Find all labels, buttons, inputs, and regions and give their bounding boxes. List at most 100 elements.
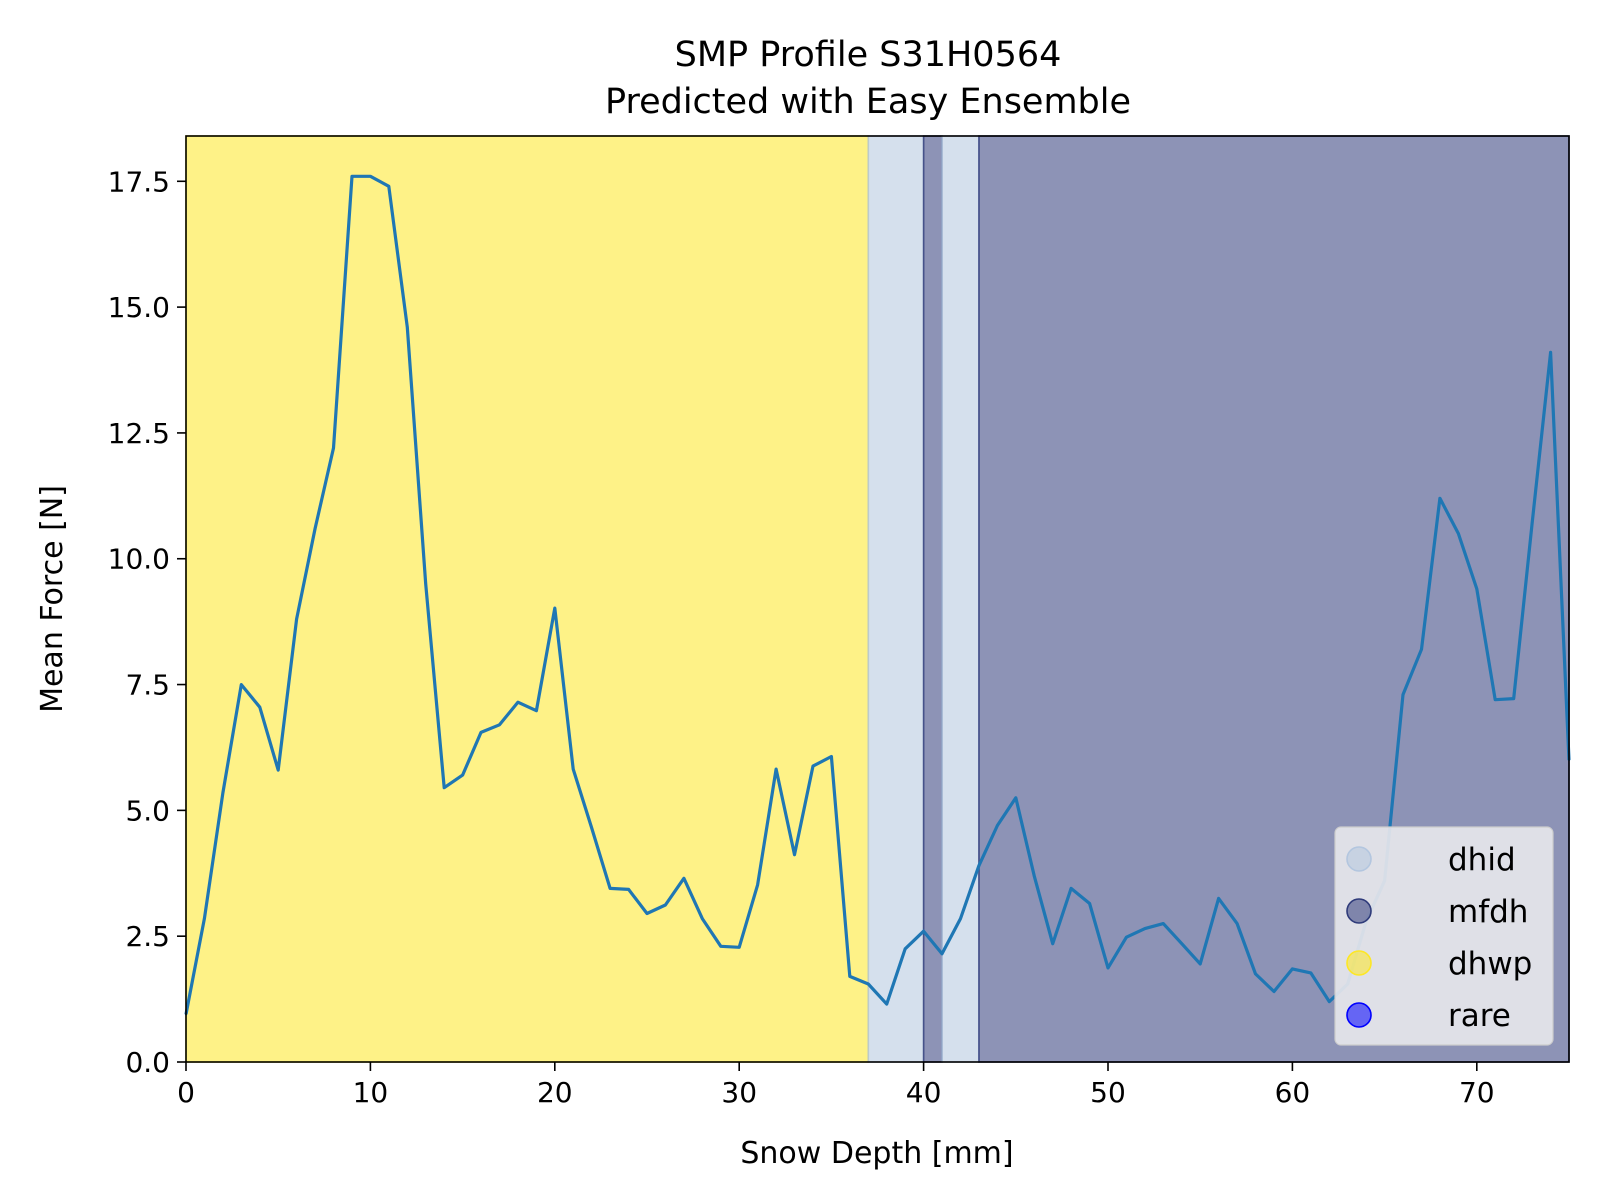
- chart-title-line2: Predicted with Easy Ensemble: [605, 82, 1131, 122]
- x-tick-label: 20: [537, 1076, 573, 1109]
- data-point: [848, 975, 852, 978]
- data-point: [1106, 966, 1110, 970]
- data-point: [1494, 698, 1497, 701]
- x-tick-label: 0: [177, 1076, 195, 1109]
- data-point: [1217, 897, 1220, 900]
- data-point: [1420, 648, 1423, 651]
- data-point: [1549, 351, 1552, 354]
- data-point: [590, 826, 593, 830]
- plot-frame: [185, 135, 1570, 1063]
- data-point: [830, 755, 833, 758]
- data-point: [498, 723, 501, 727]
- legend-label-dhwp: dhwp: [1448, 946, 1532, 982]
- data-point: [479, 731, 483, 734]
- data-point: [996, 824, 999, 827]
- data-point: [1014, 796, 1017, 799]
- data-point: [1328, 1000, 1331, 1003]
- data-point: [535, 709, 538, 712]
- data-point: [1180, 942, 1183, 945]
- band-dhid: [941, 135, 980, 1063]
- legend-label-rare: rare: [1448, 998, 1511, 1034]
- y-tick-label: 7.5: [125, 669, 170, 702]
- data-point: [1401, 693, 1405, 696]
- x-tick-label: 40: [906, 1076, 942, 1109]
- legend-label-mfdh: mfdh: [1448, 894, 1528, 930]
- y-tick-label: 12.5: [108, 417, 170, 450]
- data-point: [1272, 990, 1276, 993]
- data-point: [719, 945, 722, 948]
- data-point: [350, 175, 354, 178]
- x-tick-label: 50: [1090, 1076, 1126, 1109]
- data-point: [977, 864, 981, 867]
- data-point: [1457, 532, 1460, 535]
- y-tick-label: 17.5: [108, 165, 170, 198]
- legend-marker-mfdh: [1346, 898, 1372, 924]
- chart-title-line1: SMP Profile S31H0564: [675, 35, 1062, 75]
- data-point: [332, 446, 335, 450]
- data-point: [738, 946, 741, 949]
- legend-marker-rare: [1346, 1002, 1372, 1028]
- data-point: [572, 767, 575, 771]
- data-point: [1254, 972, 1257, 976]
- data-point: [645, 912, 649, 915]
- data-point: [1143, 927, 1147, 930]
- x-tick-label: 10: [353, 1076, 389, 1109]
- data-point: [682, 877, 686, 880]
- data-point: [516, 700, 520, 704]
- data-point: [1033, 874, 1036, 877]
- data-point: [203, 917, 206, 920]
- y-tick-label: 5.0: [125, 794, 170, 827]
- data-point: [387, 185, 391, 188]
- data-point: [1088, 902, 1091, 905]
- data-point: [959, 917, 962, 920]
- data-point: [922, 929, 925, 933]
- data-point: [940, 952, 944, 955]
- data-point: [240, 683, 243, 686]
- data-point: [1309, 971, 1313, 975]
- legend-marker-dhwp: [1346, 950, 1372, 976]
- legend-label-dhid: dhid: [1448, 842, 1516, 878]
- data-point: [1162, 922, 1165, 925]
- data-point: [553, 606, 556, 610]
- data-point: [295, 617, 298, 621]
- band-dhid: [867, 135, 925, 1063]
- data-point: [664, 903, 667, 907]
- legend-box: [1334, 826, 1554, 1046]
- data-point: [774, 767, 778, 771]
- x-axis-label: Snow Depth [mm]: [740, 1136, 1013, 1171]
- band-dhwp: [185, 135, 870, 1063]
- x-tick-label: 60: [1275, 1076, 1311, 1109]
- data-point: [627, 888, 630, 891]
- x-tick-label: 30: [721, 1076, 757, 1109]
- data-point: [1438, 497, 1442, 500]
- data-point: [701, 917, 704, 920]
- data-point: [1475, 587, 1479, 591]
- data-point: [1291, 967, 1294, 971]
- y-tick-label: 0.0: [125, 1046, 170, 1079]
- data-point: [369, 175, 372, 178]
- data-point: [406, 326, 409, 329]
- band-mfdh: [922, 135, 943, 1063]
- data-point: [221, 791, 225, 794]
- data-point: [1235, 922, 1239, 925]
- data-point: [461, 773, 464, 777]
- data-point: [903, 947, 907, 950]
- data-point: [442, 786, 446, 789]
- y-tick-label: 15.0: [108, 291, 170, 324]
- data-point: [1530, 522, 1534, 525]
- axis-ticks: 0 10 20 30 40 50 60 70 0.0 2.5 5.0 7.5 10.0 12.5 15.0 1…: [108, 165, 1495, 1109]
- data-point: [867, 982, 870, 986]
- data-point: [756, 883, 759, 887]
- data-point: [277, 768, 280, 772]
- legend: dhid mfdh dhwp rare: [1334, 826, 1554, 1046]
- data-point: [1199, 962, 1202, 966]
- data-point: [424, 582, 427, 586]
- data-point: [313, 527, 317, 530]
- y-axis-label: Mean Force [N]: [35, 485, 70, 713]
- data-point: [1125, 935, 1128, 939]
- data-point: [1069, 887, 1073, 890]
- data-point: [1051, 942, 1054, 945]
- data-point: [793, 853, 796, 856]
- data-point: [811, 764, 815, 768]
